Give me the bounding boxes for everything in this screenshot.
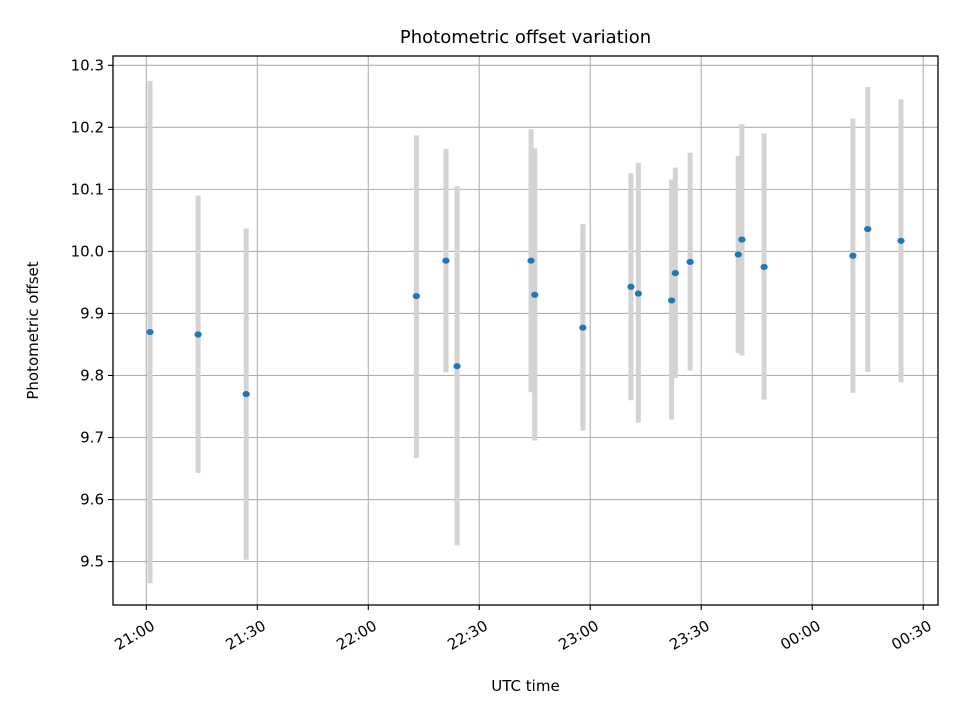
chart-title: Photometric offset variation [400, 27, 651, 48]
data-point [531, 291, 539, 298]
y-tick-label: 10.0 [71, 242, 104, 260]
data-point [442, 257, 450, 264]
data-point [627, 283, 635, 290]
data-point [734, 251, 742, 258]
data-point [194, 331, 202, 338]
y-tick-label: 10.1 [71, 180, 104, 198]
data-points [146, 225, 905, 398]
data-point [849, 252, 857, 259]
data-point [412, 292, 420, 300]
y-tick-label: 9.8 [80, 366, 104, 384]
y-tick-label: 9.6 [80, 491, 104, 509]
y-axis-ticks: 9.5 9.6 9.7 9.8 9.9 10.0 10.1 10.2 10.3 [71, 56, 113, 571]
data-point [864, 225, 872, 233]
y-tick-label: 10.2 [71, 118, 104, 136]
y-axis-title: Photometric offset [24, 261, 42, 399]
y-tick-label: 10.3 [71, 56, 104, 74]
grid [113, 56, 938, 605]
plot-frame [112, 55, 939, 606]
y-tick-label: 9.9 [80, 304, 104, 322]
data-point [146, 328, 154, 336]
data-point [242, 390, 250, 398]
data-point [453, 363, 461, 370]
data-point [760, 263, 768, 271]
data-point [527, 257, 535, 264]
y-tick-label: 9.7 [80, 429, 104, 447]
data-point [738, 236, 746, 243]
data-point [634, 290, 642, 297]
data-point [897, 237, 905, 244]
data-point [668, 297, 676, 304]
data-point [686, 258, 694, 266]
data-point [671, 270, 679, 277]
data-point [579, 324, 587, 331]
x-axis-title: UTC time [491, 677, 559, 695]
y-tick-label: 9.5 [80, 553, 104, 571]
